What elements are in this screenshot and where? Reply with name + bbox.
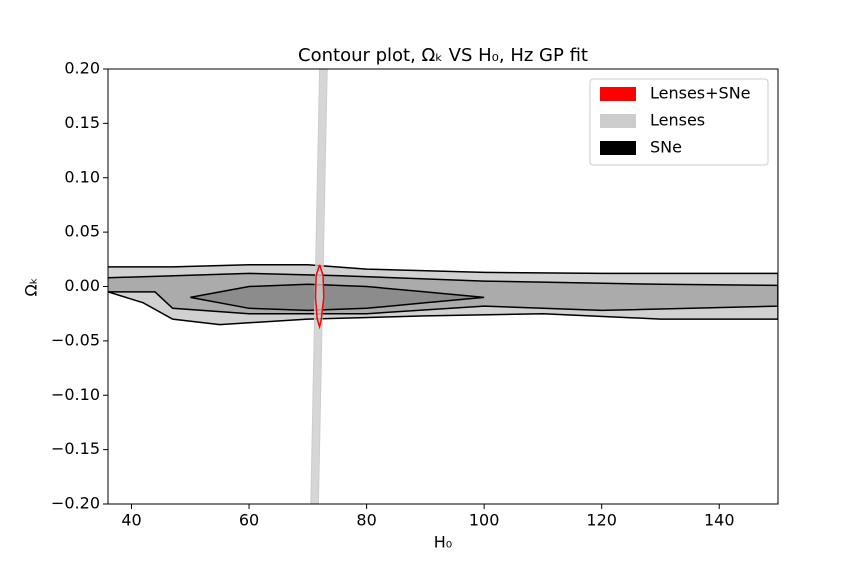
x-tick-label: 80 xyxy=(356,511,376,530)
y-tick-label: −0.10 xyxy=(51,385,100,404)
y-tick-label: 0.20 xyxy=(64,59,100,78)
y-tick-label: 0.00 xyxy=(64,276,100,295)
y-tick-label: −0.15 xyxy=(51,439,100,458)
y-tick-label: 0.10 xyxy=(64,167,100,186)
x-tick-label: 40 xyxy=(121,511,141,530)
y-tick-label: 0.15 xyxy=(64,113,100,132)
contour xyxy=(310,69,328,504)
legend-swatch xyxy=(600,114,636,128)
x-tick-label: 60 xyxy=(239,511,259,530)
y-tick-label: −0.20 xyxy=(51,494,100,513)
plot-area xyxy=(108,69,778,504)
chart-title: Contour plot, Ωₖ VS H₀, Hz GP fit xyxy=(298,45,588,66)
legend-label: Lenses xyxy=(650,111,705,130)
y-axis-label: Ωₖ xyxy=(22,277,41,296)
legend-label: Lenses+SNe xyxy=(650,84,751,103)
x-axis-label: H₀ xyxy=(434,533,452,552)
y-tick-label: 0.05 xyxy=(64,222,100,241)
x-tick-label: 100 xyxy=(469,511,500,530)
legend-swatch xyxy=(600,87,636,101)
x-tick-label: 140 xyxy=(704,511,735,530)
contour xyxy=(190,283,485,312)
contour xyxy=(314,264,325,330)
y-tick-label: −0.05 xyxy=(51,330,100,349)
x-tick-label: 120 xyxy=(586,511,617,530)
legend-label: SNe xyxy=(650,138,682,157)
legend-swatch xyxy=(600,141,636,155)
